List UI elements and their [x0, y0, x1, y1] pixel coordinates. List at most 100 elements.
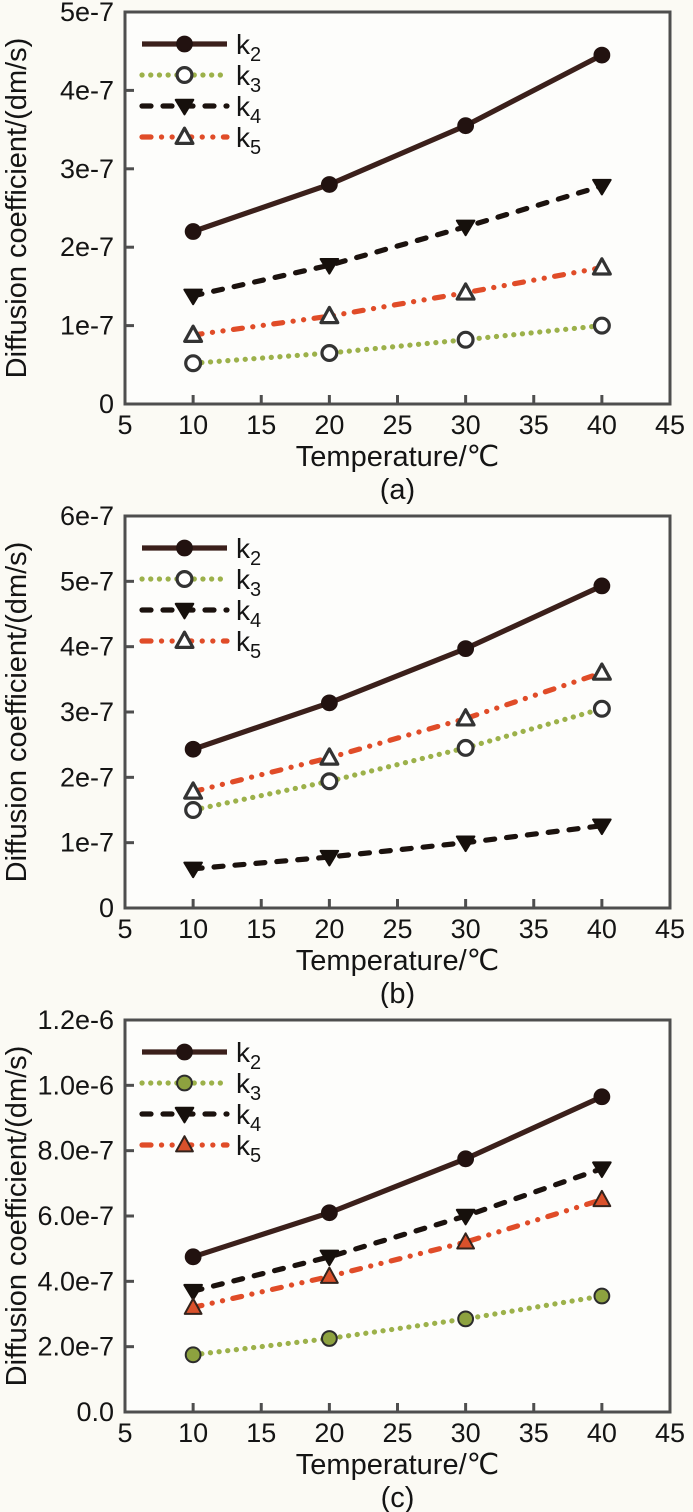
legend-label-k3: k3 — [236, 60, 261, 97]
x-axis-title: Temperature/℃ — [296, 1449, 499, 1481]
legend-marker-k4 — [174, 602, 195, 620]
y-tick-label: 5e-7 — [60, 0, 114, 27]
data-marker-k5 — [319, 747, 340, 766]
y-tick-label: 0.0 — [76, 1397, 114, 1427]
data-marker-k3 — [457, 1310, 475, 1328]
series-line-k2 — [192, 583, 603, 752]
data-marker-k3 — [456, 738, 475, 757]
data-marker-k4 — [183, 861, 203, 879]
x-tick-label: 35 — [519, 410, 549, 440]
y-tick-label: 2e-7 — [60, 232, 114, 262]
y-axis-title: Diffusion coefficient/(dm/s) — [1, 1046, 33, 1387]
data-marker-k2 — [320, 694, 338, 712]
data-marker-k5 — [591, 662, 612, 681]
series-line-k3 — [190, 323, 605, 366]
data-marker-k4 — [455, 835, 476, 853]
series-line-k5 — [190, 670, 605, 795]
series-line-k3 — [190, 1293, 605, 1358]
y-tick-label: 0 — [99, 389, 114, 419]
legend-marker-k2 — [176, 1043, 193, 1061]
legend-marker-k2 — [176, 539, 193, 557]
plot-area — [125, 1020, 670, 1412]
legend-label-k2: k2 — [236, 533, 261, 570]
data-marker-k2 — [320, 176, 338, 193]
x-tick-label: 15 — [246, 914, 276, 944]
series-line-k4 — [190, 823, 605, 872]
legend-marker-k3 — [175, 65, 194, 84]
data-marker-k2 — [184, 1248, 202, 1266]
legend-marker-k3 — [176, 1074, 193, 1092]
y-tick-label: 1.2e-6 — [37, 1008, 114, 1035]
x-axis-title: Temperature/℃ — [296, 441, 499, 473]
panel-label: (a) — [380, 474, 415, 504]
data-marker-k3 — [320, 772, 339, 791]
series-line-k2 — [192, 1094, 603, 1260]
data-marker-k5 — [183, 324, 204, 344]
x-tick-label: 40 — [587, 1418, 617, 1448]
legend-marker-k4 — [174, 1106, 195, 1124]
x-tick-label: 45 — [655, 914, 685, 944]
data-marker-k3 — [592, 316, 611, 335]
x-tick-label: 5 — [117, 1418, 132, 1448]
y-axis-title: Diffusion coefficient/(dm/s) — [1, 542, 33, 883]
data-marker-k4 — [319, 1249, 340, 1267]
data-marker-k5 — [456, 1232, 476, 1250]
data-marker-k5 — [319, 305, 340, 325]
y-tick-label: 2.0e-7 — [37, 1332, 114, 1362]
data-marker-k4 — [592, 178, 612, 196]
y-tick-label: 1.0e-6 — [37, 1070, 114, 1100]
x-tick-label: 30 — [451, 914, 481, 944]
data-marker-k3 — [184, 354, 203, 373]
data-marker-k3 — [592, 699, 611, 718]
legend-marker-k5 — [175, 1135, 194, 1153]
data-marker-k4 — [455, 1208, 476, 1226]
x-tick-label: 35 — [519, 1418, 549, 1448]
y-tick-label: 0 — [99, 893, 114, 923]
y-tick-label: 3e-7 — [60, 697, 114, 727]
data-marker-k3 — [184, 1346, 202, 1364]
y-tick-label: 3e-7 — [60, 154, 114, 184]
chart-panel-b: 5 10 15 20 25 30 35 40 45 0 1e-7 2e-7 3e-7 4e-7 5e-7 6e… — [0, 504, 693, 1008]
series-line-k5 — [190, 264, 605, 338]
legend-label-k5: k5 — [236, 1130, 261, 1167]
legend-marker-k2 — [176, 35, 193, 53]
y-tick-label: 5e-7 — [60, 566, 114, 596]
legend-marker-k3 — [175, 569, 194, 588]
data-marker-k4 — [183, 1283, 203, 1301]
x-tick-label: 10 — [178, 410, 208, 440]
data-marker-k3 — [320, 1330, 338, 1347]
y-tick-label: 6.0e-7 — [37, 1201, 114, 1231]
data-marker-k5 — [455, 282, 476, 301]
plot-area — [125, 516, 670, 908]
y-tick-label: 6e-7 — [60, 504, 114, 531]
data-marker-k2 — [457, 1150, 475, 1168]
legend-label-k2: k2 — [236, 29, 261, 66]
x-tick-label: 40 — [587, 410, 617, 440]
data-marker-k5 — [183, 1297, 203, 1315]
y-tick-label: 4e-7 — [60, 75, 114, 105]
data-marker-k2 — [593, 577, 611, 595]
series-line-k5 — [190, 1197, 605, 1311]
data-marker-k2 — [593, 1088, 611, 1106]
y-tick-label: 8.0e-7 — [37, 1136, 114, 1166]
plot-area — [125, 12, 670, 404]
x-tick-label: 45 — [655, 410, 685, 440]
x-tick-label: 10 — [178, 1418, 208, 1448]
series-line-k3 — [190, 706, 605, 813]
x-tick-label: 5 — [117, 914, 132, 944]
data-marker-k2 — [593, 46, 611, 64]
series-line-k4 — [190, 183, 605, 299]
data-marker-k2 — [184, 223, 202, 240]
x-tick-label: 25 — [382, 410, 412, 440]
legend-label-k2: k2 — [236, 1037, 261, 1074]
x-tick-label: 15 — [246, 1418, 276, 1448]
data-marker-k3 — [184, 801, 203, 820]
chart-panel-c: 5 10 15 20 25 30 35 40 45 0.0 2.0e-7 4.0e-7 6.0e-7 8.… — [0, 1008, 693, 1512]
y-tick-label: 2e-7 — [60, 762, 114, 792]
y-tick-label: 1e-7 — [60, 311, 114, 341]
legend-label-k5: k5 — [236, 122, 261, 159]
data-marker-k5 — [319, 1266, 339, 1284]
data-marker-k2 — [320, 1204, 338, 1222]
legend-marker-k5 — [174, 126, 195, 145]
